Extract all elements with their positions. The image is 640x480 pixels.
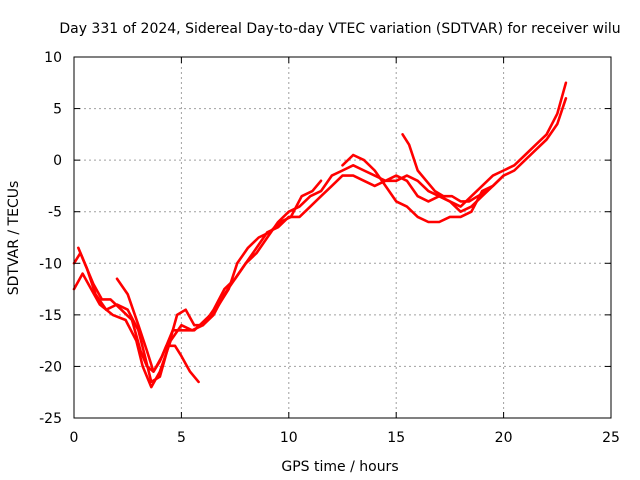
series-layer bbox=[72, 81, 568, 389]
series-line-track-2 bbox=[72, 97, 568, 389]
ticks: 0 5 10 15 20 25 -25 -20 -15 -10 -5 0 5 10 bbox=[39, 50, 620, 446]
plot-frame bbox=[73, 56, 612, 419]
grid bbox=[74, 57, 611, 418]
y-tick-label: 5 bbox=[53, 102, 62, 118]
y-axis-label: SDTVAR / TECUs bbox=[6, 181, 22, 296]
series-line-track-5 bbox=[341, 153, 505, 224]
y-tick-label: 0 bbox=[53, 153, 62, 169]
series-line-track-1 bbox=[72, 81, 568, 384]
x-tick-label: 5 bbox=[177, 430, 186, 446]
y-tick-label: -10 bbox=[39, 256, 62, 272]
series-line-track-6 bbox=[401, 133, 488, 203]
x-tick-label: 15 bbox=[387, 430, 405, 446]
chart-title: Day 331 of 2024, Sidereal Day-to-day VTE… bbox=[59, 21, 620, 37]
x-axis-label: GPS time / hours bbox=[281, 459, 398, 475]
series-line-track-4 bbox=[115, 277, 200, 384]
series-line-track-3 bbox=[77, 179, 323, 373]
y-tick-label: -25 bbox=[39, 411, 62, 427]
x-tick-label: 20 bbox=[495, 430, 513, 446]
x-tick-label: 10 bbox=[280, 430, 298, 446]
y-tick-label: -5 bbox=[48, 205, 62, 221]
y-tick-label: -20 bbox=[39, 359, 62, 375]
y-tick-label: -15 bbox=[39, 308, 62, 324]
x-tick-label: 25 bbox=[602, 430, 620, 446]
y-tick-label: 10 bbox=[44, 50, 62, 66]
x-tick-label: 0 bbox=[70, 430, 79, 446]
